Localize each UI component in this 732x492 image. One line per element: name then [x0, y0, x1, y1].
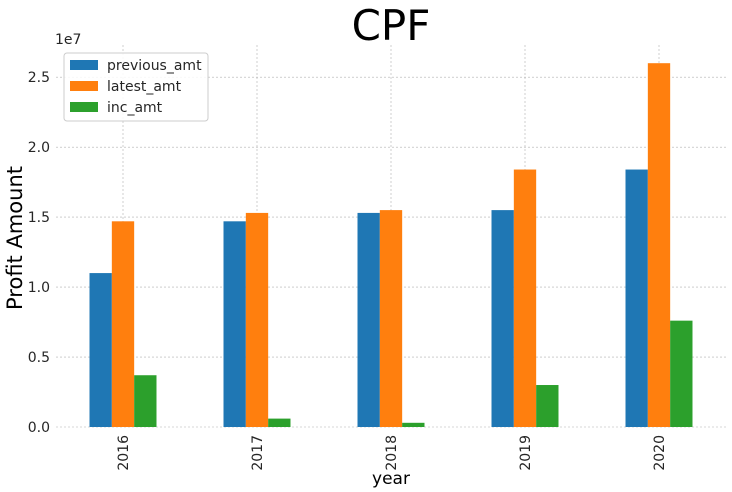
- y-tick-label: 1.5: [28, 210, 50, 226]
- bars: [89, 63, 693, 428]
- legend-swatch-latest_amt: [70, 81, 98, 91]
- bar-latest_amt-2017: [245, 212, 269, 427]
- x-tick-labels: 2016 2017 2018 2019 2020: [116, 435, 668, 471]
- legend-swatch-previous_amt: [70, 60, 98, 70]
- y-tick-label: 1.0: [28, 280, 50, 296]
- x-tick-label: 2018: [384, 435, 400, 471]
- bar-previous_amt-2018: [357, 212, 380, 427]
- y-tick-label: 2.5: [28, 70, 50, 86]
- y-axis-offset-text: 1e7: [55, 32, 81, 48]
- bar-inc_amt-2020: [670, 320, 693, 427]
- bar-previous_amt-2017: [223, 221, 246, 427]
- legend-swatch-inc_amt: [70, 102, 98, 112]
- y-tick-label: 0.0: [28, 420, 50, 436]
- y-axis-label: Profit Amount: [3, 166, 27, 310]
- bar-inc_amt-2019: [536, 385, 559, 427]
- x-tick-label: 2017: [250, 435, 266, 471]
- legend-label: previous_amt: [107, 58, 202, 74]
- x-tick-label: 2019: [518, 435, 534, 471]
- legend-label: inc_amt: [107, 100, 163, 116]
- bar-previous_amt-2020: [625, 169, 648, 428]
- bar-latest_amt-2016: [111, 221, 135, 427]
- bar-latest_amt-2020: [647, 63, 671, 427]
- bar-previous_amt-2019: [491, 210, 514, 427]
- y-tick-label: 0.5: [28, 350, 50, 366]
- y-tick-labels: 0.0 0.5 1.0 1.5 2.0 2.5: [28, 70, 50, 436]
- bar-previous_amt-2016: [89, 273, 112, 427]
- chart-title: CPF: [352, 1, 431, 50]
- legend: previous_amt latest_amt inc_amt: [63, 52, 209, 122]
- bar-inc_amt-2018: [402, 422, 425, 427]
- bar-inc_amt-2017: [268, 418, 291, 427]
- y-tick-label: 2.0: [28, 140, 50, 156]
- bar-inc_amt-2016: [134, 375, 157, 427]
- legend-box: [63, 52, 209, 122]
- bar-latest_amt-2019: [513, 169, 537, 428]
- x-tick-label: 2020: [652, 435, 668, 471]
- legend-label: latest_amt: [107, 79, 182, 95]
- x-tick-label: 2016: [116, 435, 132, 471]
- x-axis-label: year: [372, 469, 410, 489]
- bar-latest_amt-2018: [379, 210, 403, 427]
